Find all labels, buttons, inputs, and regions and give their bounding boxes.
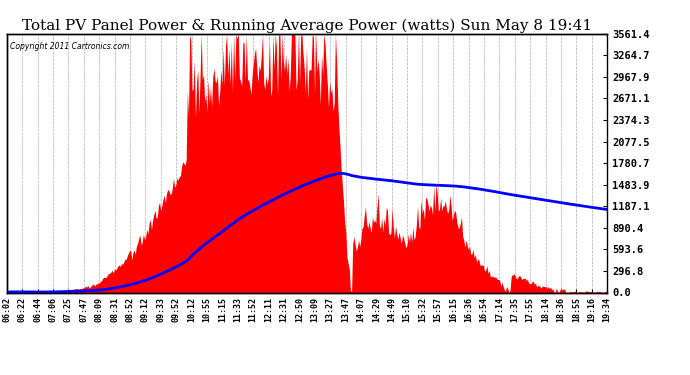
Title: Total PV Panel Power & Running Average Power (watts) Sun May 8 19:41: Total PV Panel Power & Running Average P…: [22, 18, 592, 33]
Text: Copyright 2011 Cartronics.com: Copyright 2011 Cartronics.com: [10, 42, 129, 51]
